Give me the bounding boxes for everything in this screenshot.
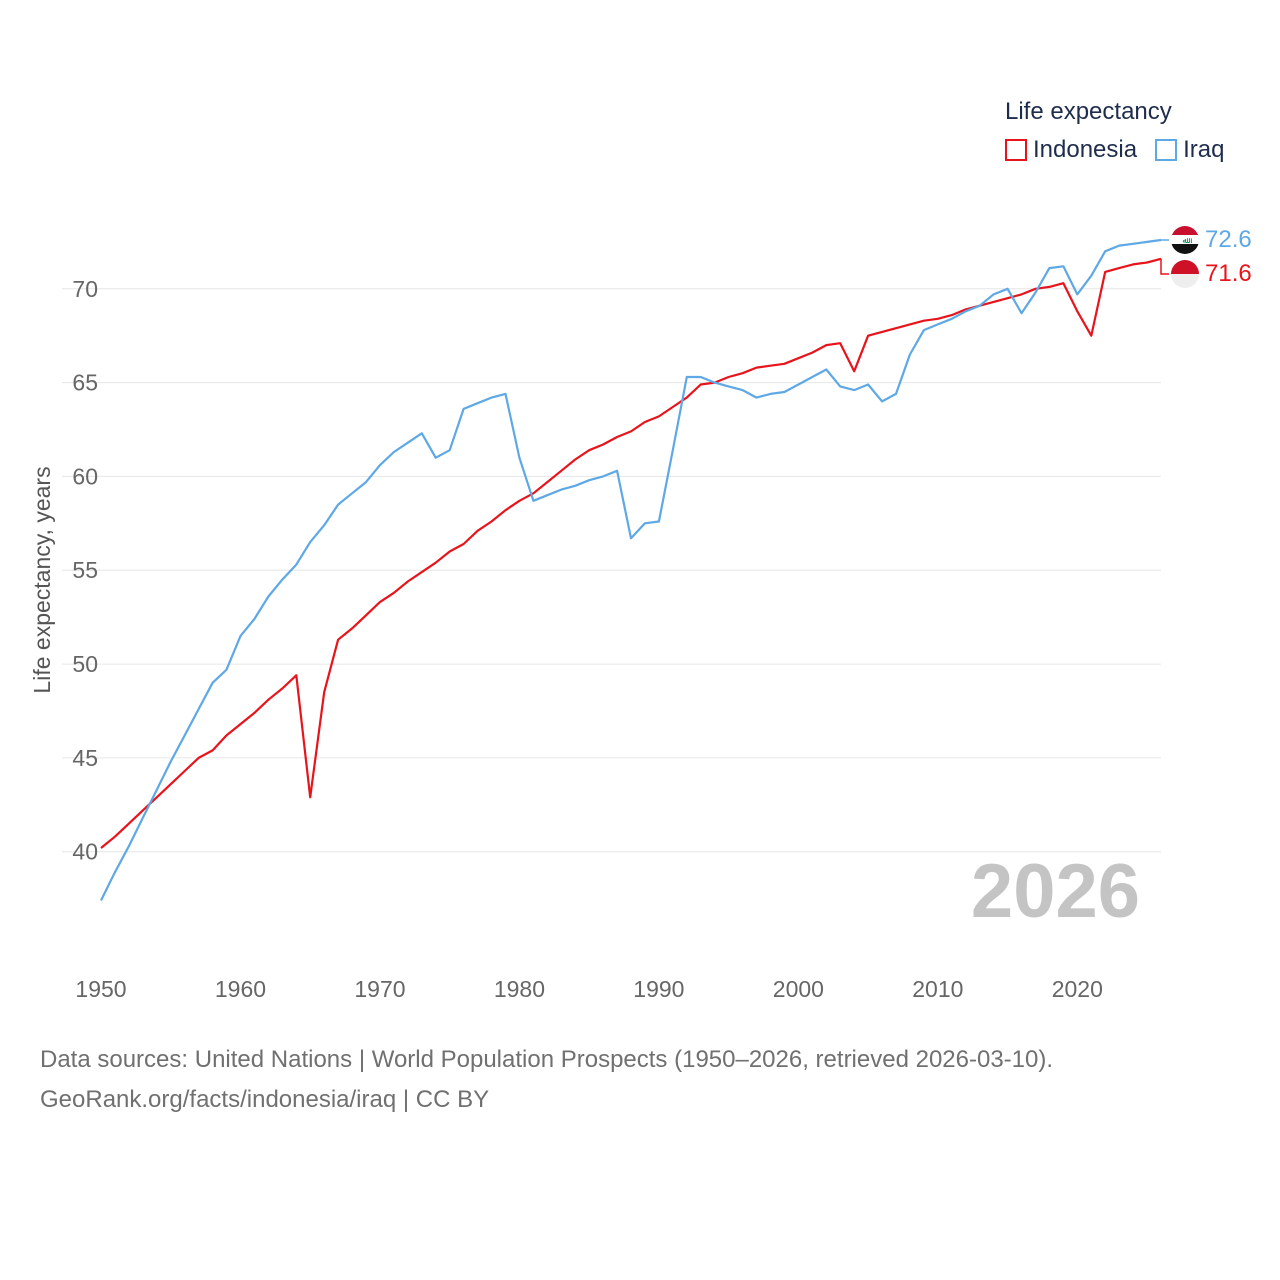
y-axis-label: Life expectancy, years xyxy=(29,466,55,693)
x-axis-ticks: 1950 1960 1970 1980 1990 2000 2010 2020 xyxy=(75,976,1102,1002)
indonesia-end-value: 71.6 xyxy=(1205,260,1252,287)
legend-title: Life expectancy xyxy=(1005,98,1172,125)
x-tick-label: 2000 xyxy=(773,976,824,1002)
data-sources-text: Data sources: United Nations | World Pop… xyxy=(40,1046,1054,1073)
grid-lines xyxy=(62,288,1161,853)
y-tick-label: 60 xyxy=(72,463,98,489)
legend-label-iraq: Iraq xyxy=(1183,136,1225,163)
x-tick-label: 1970 xyxy=(354,976,405,1002)
x-tick-label: 1980 xyxy=(494,976,545,1002)
series-lines xyxy=(100,238,1169,901)
series-line-indonesia xyxy=(100,257,1162,849)
x-tick-label: 2020 xyxy=(1052,976,1103,1002)
indonesia-flag-icon xyxy=(1171,260,1199,288)
y-tick-label: 65 xyxy=(72,370,98,396)
current-year-label: 2026 xyxy=(970,849,1140,934)
y-tick-label: 40 xyxy=(72,839,98,865)
series-line-iraq xyxy=(100,238,1162,901)
y-axis-ticks: 40 45 50 55 60 65 70 xyxy=(72,276,98,865)
y-tick-label: 55 xyxy=(72,557,98,583)
y-tick-label: 50 xyxy=(72,651,98,677)
iraq-swatch-icon xyxy=(1155,139,1178,161)
end-labels: ﷲ 72.6 71.6 xyxy=(1171,226,1252,288)
attribution-link[interactable]: GeoRank.org/facts/indonesia/iraq | CC BY xyxy=(40,1086,490,1113)
x-tick-label: 1960 xyxy=(215,976,266,1002)
iraq-end-value: 72.6 xyxy=(1205,226,1252,253)
y-tick-label: 45 xyxy=(72,745,98,771)
iraq-flag-icon: ﷲ xyxy=(1171,226,1199,254)
y-tick-label: 70 xyxy=(72,276,98,302)
x-tick-label: 1990 xyxy=(633,976,684,1002)
legend-item-iraq[interactable]: Iraq xyxy=(1155,136,1224,164)
x-tick-label: 1950 xyxy=(75,976,126,1002)
legend: Life expectancy Indonesia Iraq xyxy=(1005,98,1224,164)
x-tick-label: 2010 xyxy=(912,976,963,1002)
legend-label-indonesia: Indonesia xyxy=(1033,136,1138,163)
legend-item-indonesia[interactable]: Indonesia xyxy=(1005,136,1137,164)
indonesia-swatch-icon xyxy=(1005,139,1027,161)
connector-indonesia xyxy=(1160,258,1169,275)
footer: Data sources: United Nations | World Pop… xyxy=(40,1040,1053,1120)
